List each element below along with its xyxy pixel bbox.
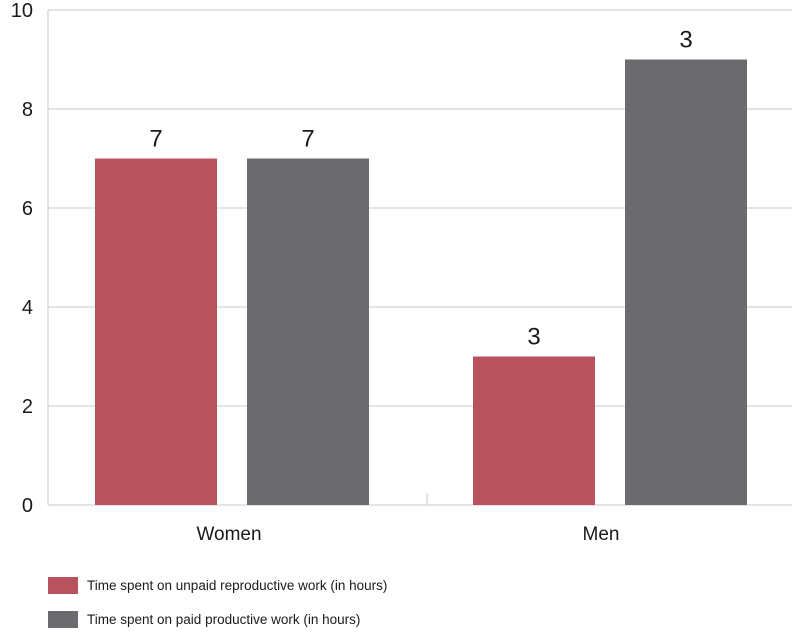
legend-swatch-unpaid xyxy=(48,576,78,594)
legend-item-unpaid: Time spent on unpaid reproductive work (… xyxy=(48,576,387,594)
legend-label-unpaid: Time spent on unpaid reproductive work (… xyxy=(87,577,388,593)
x-category-label: Men xyxy=(583,524,620,545)
data-label: 3 xyxy=(679,27,692,54)
data-label: 7 xyxy=(301,126,314,153)
y-tick-label: 10 xyxy=(11,0,33,22)
legend-label-paid: Time spent on paid productive work (in h… xyxy=(87,611,361,627)
bar-men-series-1 xyxy=(473,356,595,505)
data-label: 7 xyxy=(149,126,162,153)
legend: Time spent on unpaid reproductive work (… xyxy=(48,576,387,644)
y-tick-label: 4 xyxy=(22,297,33,319)
y-tick-label: 6 xyxy=(22,198,33,220)
bar-chart: 0 2 4 6 8 10 7 7 Women 3 3 Men xyxy=(11,0,792,545)
bar-women-series-1 xyxy=(95,158,217,505)
y-tick-label: 2 xyxy=(22,396,33,418)
bars xyxy=(95,59,747,505)
bar-men-series-2 xyxy=(625,59,747,505)
legend-item-paid: Time spent on paid productive work (in h… xyxy=(48,610,387,628)
labels: 0 2 4 6 8 10 7 7 Women 3 3 Men xyxy=(11,0,693,545)
x-category-label: Women xyxy=(196,524,261,545)
data-label: 3 xyxy=(527,324,540,351)
legend-swatch-paid xyxy=(48,610,78,628)
y-tick-label: 0 xyxy=(22,495,33,517)
y-tick-label: 8 xyxy=(22,99,33,121)
bar-women-series-2 xyxy=(247,158,369,505)
